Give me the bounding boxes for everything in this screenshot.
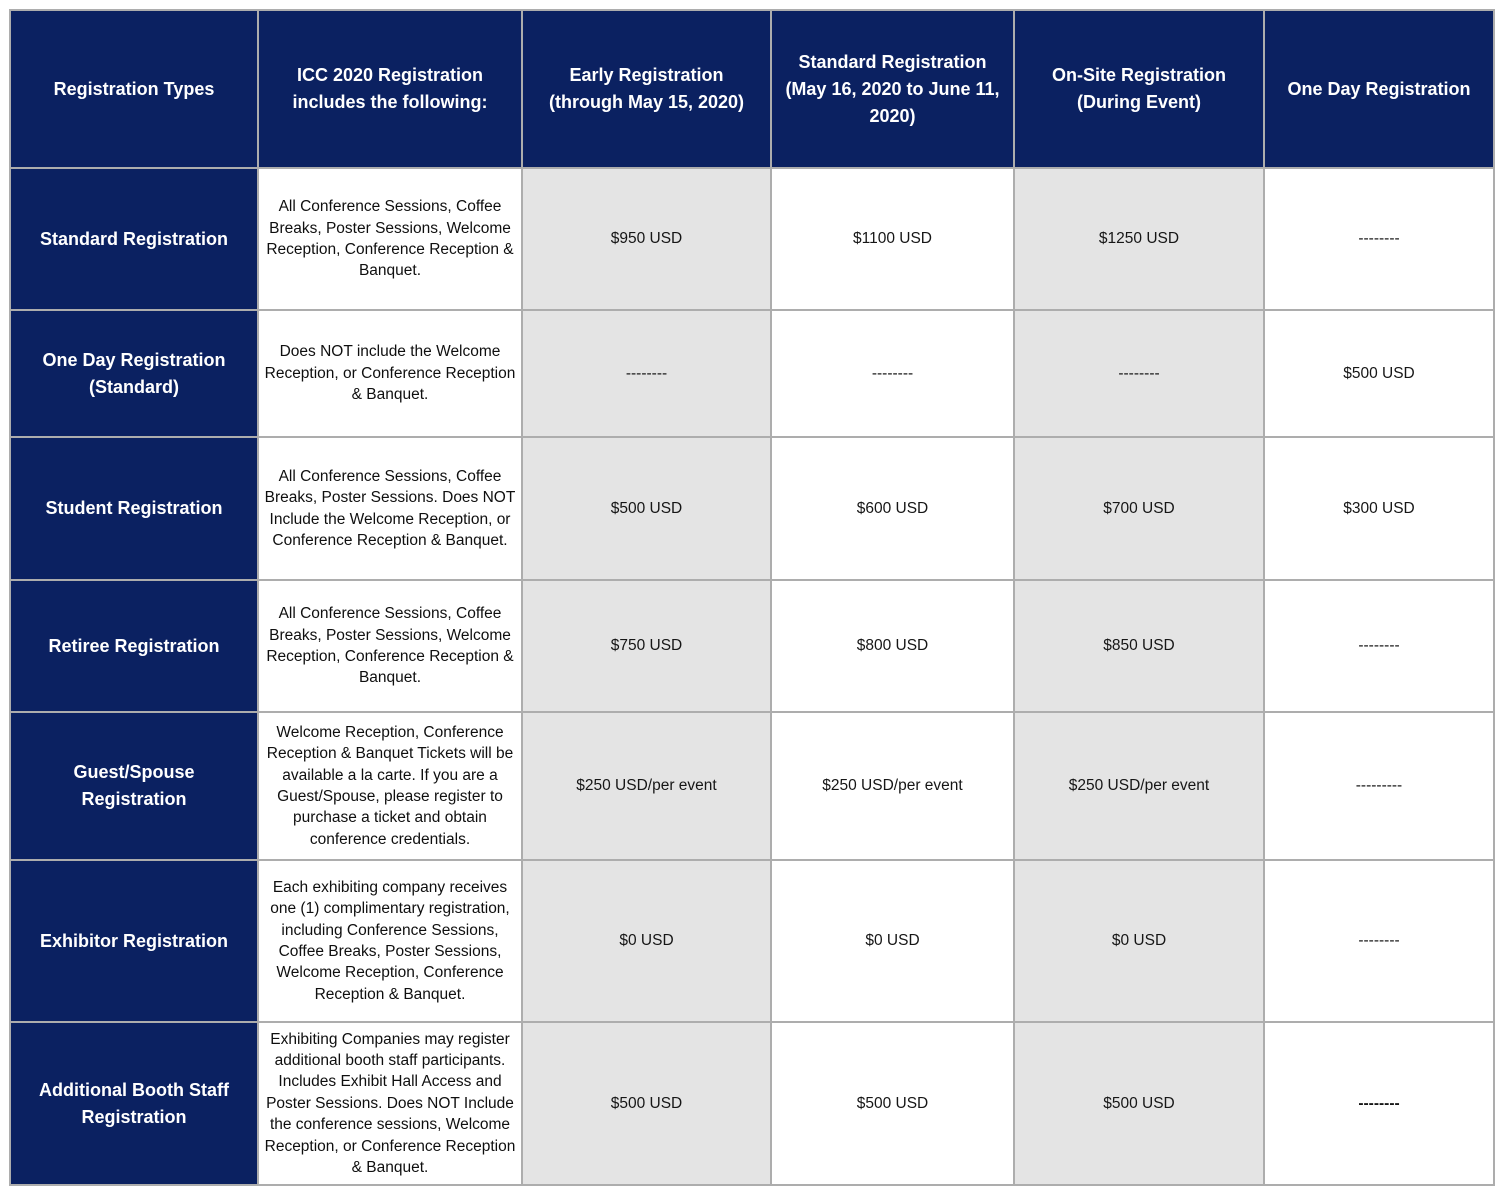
row-description: Each exhibiting company receives one (1)…: [257, 859, 523, 1023]
table-row-one-day-registration: One Day Registration (Standard) Does NOT…: [9, 309, 1495, 438]
table-row-guest-spouse-registration: Guest/Spouse Registration Welcome Recept…: [9, 711, 1495, 861]
row-description: All Conference Sessions, Coffee Breaks, …: [257, 579, 523, 713]
price-cell-onsite: $500 USD: [1013, 1021, 1265, 1186]
row-description: All Conference Sessions, Coffee Breaks, …: [257, 436, 523, 581]
price-cell-standard: $0 USD: [770, 859, 1015, 1023]
price-cell-early: $950 USD: [521, 167, 772, 311]
price-cell-onsite: $700 USD: [1013, 436, 1265, 581]
price-cell-standard: $250 USD/per event: [770, 711, 1015, 861]
registration-pricing-table: Registration Types ICC 2020 Registration…: [9, 9, 1495, 1186]
price-cell-early: $250 USD/per event: [521, 711, 772, 861]
row-label: Retiree Registration: [9, 579, 259, 713]
price-cell-standard: $800 USD: [770, 579, 1015, 713]
table-row-student-registration: Student Registration All Conference Sess…: [9, 436, 1495, 581]
row-label: Student Registration: [9, 436, 259, 581]
price-cell-early: $500 USD: [521, 436, 772, 581]
row-description: Does NOT include the Welcome Reception, …: [257, 309, 523, 438]
price-cell-onsite: --------: [1013, 309, 1265, 438]
column-header-one-day-registration: One Day Registration: [1263, 9, 1495, 169]
row-label: Guest/Spouse Registration: [9, 711, 259, 861]
price-cell-onsite: $1250 USD: [1013, 167, 1265, 311]
row-description: Welcome Reception, Conference Reception …: [257, 711, 523, 861]
row-label: Exhibitor Registration: [9, 859, 259, 1023]
price-cell-standard: --------: [770, 309, 1015, 438]
row-description: All Conference Sessions, Coffee Breaks, …: [257, 167, 523, 311]
price-cell-oneday: --------: [1263, 579, 1495, 713]
column-header-onsite-registration: On-Site Registration (During Event): [1013, 9, 1265, 169]
price-cell-onsite: $850 USD: [1013, 579, 1265, 713]
table-row-additional-booth-staff-registration: Additional Booth Staff Registration Exhi…: [9, 1021, 1495, 1186]
table-row-exhibitor-registration: Exhibitor Registration Each exhibiting c…: [9, 859, 1495, 1023]
price-cell-onsite: $0 USD: [1013, 859, 1265, 1023]
column-header-standard-registration: Standard Registration (May 16, 2020 to J…: [770, 9, 1015, 169]
price-cell-early: $750 USD: [521, 579, 772, 713]
column-header-includes: ICC 2020 Registration includes the follo…: [257, 9, 523, 169]
price-cell-oneday: ---------: [1263, 711, 1495, 861]
price-cell-oneday: $300 USD: [1263, 436, 1495, 581]
price-cell-oneday: --------: [1263, 859, 1495, 1023]
price-cell-early: $0 USD: [521, 859, 772, 1023]
table-row-standard-registration: Standard Registration All Conference Ses…: [9, 167, 1495, 311]
header-row: Registration Types ICC 2020 Registration…: [9, 9, 1495, 169]
column-header-registration-types: Registration Types: [9, 9, 259, 169]
column-header-early-registration: Early Registration (through May 15, 2020…: [521, 9, 772, 169]
row-label: One Day Registration (Standard): [9, 309, 259, 438]
price-cell-standard: $600 USD: [770, 436, 1015, 581]
price-cell-standard: $500 USD: [770, 1021, 1015, 1186]
price-cell-early: --------: [521, 309, 772, 438]
row-label: Additional Booth Staff Registration: [9, 1021, 259, 1186]
row-description: Exhibiting Companies may register additi…: [257, 1021, 523, 1186]
price-cell-early: $500 USD: [521, 1021, 772, 1186]
table-row-retiree-registration: Retiree Registration All Conference Sess…: [9, 579, 1495, 713]
price-cell-oneday: $500 USD: [1263, 309, 1495, 438]
price-cell-oneday: --------: [1263, 1021, 1495, 1186]
row-label: Standard Registration: [9, 167, 259, 311]
price-cell-oneday: --------: [1263, 167, 1495, 311]
price-cell-standard: $1100 USD: [770, 167, 1015, 311]
price-cell-onsite: $250 USD/per event: [1013, 711, 1265, 861]
